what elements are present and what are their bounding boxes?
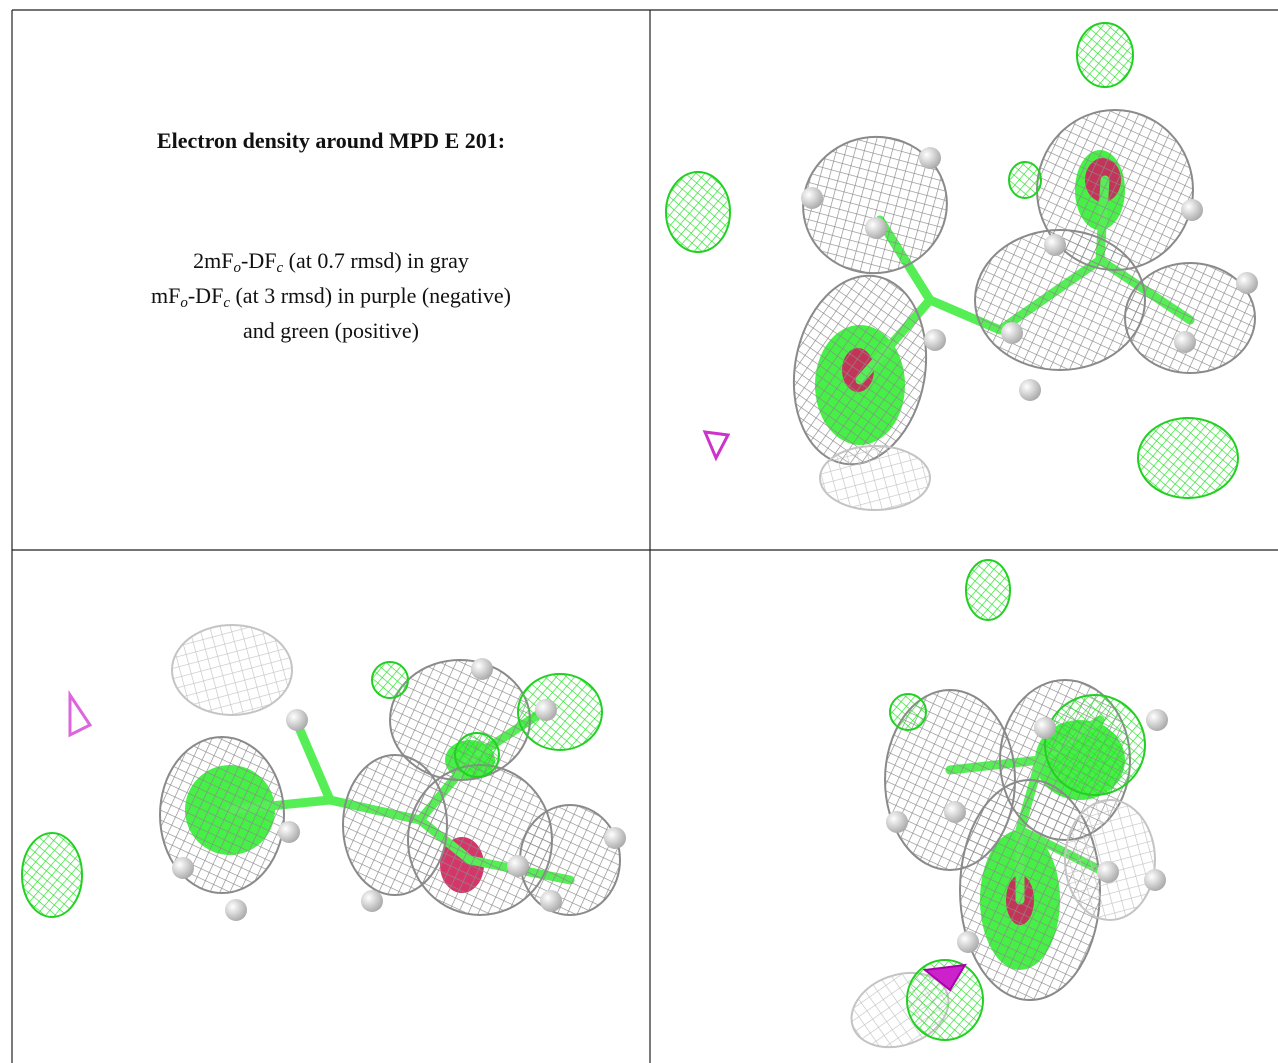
green-mesh xyxy=(1077,23,1133,87)
hydrogen-atom xyxy=(1097,861,1119,883)
hydrogen-atom xyxy=(944,801,966,823)
hydrogen-atom xyxy=(1144,869,1166,891)
hydrogen-atom xyxy=(1146,709,1168,731)
hydrogen-atom xyxy=(471,658,493,680)
hydrogen-atom xyxy=(540,890,562,912)
hydrogen-atom xyxy=(1019,379,1041,401)
text: 2mF xyxy=(193,248,233,273)
gray-mesh xyxy=(172,625,292,715)
hydrogen-atom xyxy=(1174,331,1196,353)
hydrogen-atom xyxy=(1236,272,1258,294)
green-mesh xyxy=(1045,695,1145,795)
subscript: o xyxy=(234,260,242,276)
hydrogen-atom xyxy=(924,329,946,351)
legend-line: 2mFo-DFc (at 0.7 rmsd) in gray xyxy=(12,248,650,277)
green-mesh xyxy=(455,733,499,777)
hydrogen-atom xyxy=(286,709,308,731)
green-mesh xyxy=(1009,162,1041,198)
gray-mesh xyxy=(1125,263,1255,373)
density-images xyxy=(22,23,1258,1060)
hydrogen-atom xyxy=(225,899,247,921)
green-mesh xyxy=(518,674,602,750)
gray-mesh xyxy=(520,805,620,915)
text: (at 0.7 rmsd) in gray xyxy=(283,248,469,273)
hydrogen-atom xyxy=(172,857,194,879)
gray-mesh xyxy=(820,446,930,510)
panel-title: Electron density around MPD E 201: xyxy=(12,128,650,154)
figure xyxy=(0,0,1278,1063)
text: and green (positive) xyxy=(243,318,419,343)
green-mesh xyxy=(966,560,1010,620)
green-mesh xyxy=(22,833,82,917)
green-mesh xyxy=(372,662,408,698)
hydrogen-atom xyxy=(535,699,557,721)
page: Electron density around MPD E 201: 2mFo-… xyxy=(0,0,1278,1063)
hydrogen-atom xyxy=(1044,234,1066,256)
hydrogen-atom xyxy=(886,811,908,833)
text: mF xyxy=(151,283,180,308)
negative-density xyxy=(70,695,90,735)
hydrogen-atom xyxy=(957,931,979,953)
gray-mesh xyxy=(1065,800,1155,920)
bond-stick xyxy=(300,730,330,800)
hydrogen-atom xyxy=(1034,717,1056,739)
gray-mesh xyxy=(779,265,940,475)
legend-line: and green (positive) xyxy=(12,318,650,344)
hydrogen-atom xyxy=(919,147,941,169)
hydrogen-atom xyxy=(1001,322,1023,344)
hydrogen-atom xyxy=(865,217,887,239)
hydrogen-atom xyxy=(507,855,529,877)
negative-density xyxy=(705,432,728,458)
hydrogen-atom xyxy=(278,821,300,843)
green-mesh xyxy=(1138,418,1238,498)
hydrogen-atom xyxy=(604,827,626,849)
subscript: o xyxy=(180,295,188,311)
text: -DF xyxy=(241,248,276,273)
hydrogen-atom xyxy=(801,187,823,209)
hydrogen-atom xyxy=(361,890,383,912)
text: -DF xyxy=(188,283,223,308)
subscript: c xyxy=(223,295,230,311)
hydrogen-atom xyxy=(1181,199,1203,221)
text: (at 3 rmsd) in purple (negative) xyxy=(230,283,511,308)
legend-line: mFo-DFc (at 3 rmsd) in purple (negative) xyxy=(12,283,650,312)
green-mesh xyxy=(666,172,730,252)
green-mesh xyxy=(890,694,926,730)
